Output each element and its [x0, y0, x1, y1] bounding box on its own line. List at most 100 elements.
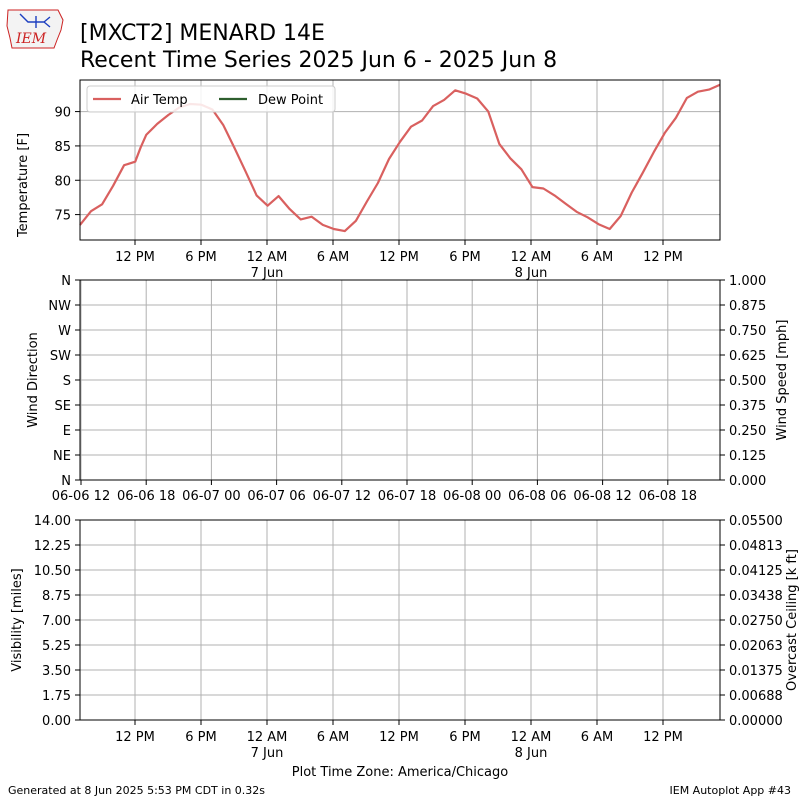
temperature-date-label: 8 Jun [515, 266, 548, 281]
temperature-x-ticks: 12 PM 6 PM 12 AM 6 AM 12 PM 6 PM 12 AM 6 AM 12 P… [115, 240, 683, 281]
temperature-x-tick-label: 12 PM [643, 250, 683, 265]
visibility-x-tick-label: 12 PM [379, 730, 419, 745]
wind-speed-axis-label: Wind Speed [mph] [775, 320, 790, 441]
visibility-tick-label: 10.50 [34, 564, 71, 579]
legend-air-temp-label: Air Temp [131, 93, 188, 108]
temperature-y-tick-label: 90 [54, 106, 71, 121]
wind-direction-axis-label: Wind Direction [26, 332, 41, 428]
temperature-x-tick-label: 6 PM [185, 250, 216, 265]
wind-x-tick-label: 06-07 12 [313, 489, 371, 504]
ceiling-axis-label: Overcast Ceiling [k ft] [785, 549, 800, 691]
temperature-x-tick-label: 6 AM [581, 250, 614, 265]
iem-logo: IEM [6, 9, 64, 49]
wind-x-tick-label: 06-08 18 [639, 489, 697, 504]
temperature-legend: Air Temp Dew Point [86, 85, 336, 113]
visibility-tick-label: 1.75 [42, 689, 71, 704]
wind-direction-tick-label: NE [53, 449, 71, 464]
visibility-axis-label: Visibility [miles] [10, 568, 25, 671]
chart-title-line2: Recent Time Series 2025 Jun 6 - 2025 Jun… [80, 48, 557, 73]
temperature-x-tick-label: 12 AM [511, 250, 552, 265]
wind-speed-tick-label: 0.125 [729, 449, 766, 464]
ceiling-tick-label: 0.05500 [729, 514, 783, 529]
visibility-x-tick-label: 12 AM [247, 730, 288, 745]
wind-speed-tick-label: 0.500 [729, 374, 766, 389]
chart-title-line1: [MXCT2] MENARD 14E [80, 21, 325, 46]
wind-speed-tick-label: 0.375 [729, 399, 766, 414]
temperature-y-tick-label: 85 [54, 140, 71, 155]
ceiling-tick-label: 0.03438 [729, 589, 783, 604]
temperature-y-axis-label: Temperature [F] [16, 133, 31, 238]
wind-panel: N NE E SE S SW W NW N 0.000 0.125 0.250 0.375 0.500 0… [26, 274, 790, 504]
legend-box [86, 85, 336, 113]
logo-text: IEM [15, 31, 47, 47]
visibility-x-tick-label: 12 AM [511, 730, 552, 745]
visibility-tick-label: 5.25 [42, 639, 71, 654]
wind-direction-tick-label: NW [48, 299, 71, 314]
wind-grid [80, 279, 720, 481]
visibility-y-ticks: 0.00 1.75 3.50 5.25 7.00 8.75 10.50 12.25 14.00 [34, 514, 80, 729]
visibility-x-tick-label: 6 PM [185, 730, 216, 745]
visibility-date-label: 7 Jun [251, 746, 284, 761]
wind-direction-tick-label: W [58, 324, 71, 339]
visibility-tick-label: 3.50 [42, 664, 71, 679]
wind-x-tick-label: 06-08 06 [508, 489, 566, 504]
ceiling-tick-label: 0.04125 [729, 564, 783, 579]
visibility-x-tick-label: 6 AM [581, 730, 614, 745]
wind-speed-tick-label: 1.000 [729, 274, 766, 289]
ceiling-tick-label: 0.00000 [729, 714, 783, 729]
wind-x-tick-label: 06-07 00 [182, 489, 240, 504]
ceiling-tick-label: 0.00688 [729, 689, 783, 704]
wind-x-tick-label: 06-07 18 [378, 489, 436, 504]
wind-speed-tick-label: 0.000 [729, 474, 766, 489]
temperature-y-ticks: 75 80 85 90 [54, 106, 80, 224]
ceiling-y2-ticks: 0.00000 0.00688 0.01375 0.02063 0.02750 0.034… [720, 514, 783, 729]
ceiling-tick-label: 0.04813 [729, 539, 783, 554]
ceiling-tick-label: 0.02063 [729, 639, 783, 654]
temperature-x-tick-label: 12 PM [115, 250, 155, 265]
wind-speed-y2-ticks: 0.000 0.125 0.250 0.375 0.500 0.625 0.750 0.875… [720, 274, 766, 489]
visibility-x-tick-label: 6 AM [317, 730, 350, 745]
temperature-x-tick-label: 12 AM [247, 250, 288, 265]
ceiling-tick-label: 0.01375 [729, 664, 783, 679]
iowa-state-outline-icon [6, 9, 64, 49]
temperature-y-tick-label: 80 [54, 174, 71, 189]
wind-speed-tick-label: 0.750 [729, 324, 766, 339]
wind-x-tick-label: 06-08 00 [443, 489, 501, 504]
wind-speed-tick-label: 0.250 [729, 424, 766, 439]
weather-station-icon [19, 13, 51, 28]
temperature-panel: 75 80 85 90 12 PM 6 PM 12 AM 6 AM 12 PM 6 PM 12 A… [16, 79, 721, 281]
wind-direction-tick-label: N [61, 274, 71, 289]
wind-x-ticks: 06-06 12 06-06 18 06-07 00 06-07 06 06-07 12… [52, 480, 697, 504]
visibility-grid [80, 519, 720, 721]
visibility-date-label: 8 Jun [515, 746, 548, 761]
visibility-x-tick-label: 6 PM [449, 730, 480, 745]
visibility-tick-label: 14.00 [34, 514, 71, 529]
ceiling-tick-label: 0.02750 [729, 614, 783, 629]
wind-direction-tick-label: N [61, 474, 71, 489]
wind-direction-tick-label: S [63, 374, 71, 389]
wind-direction-tick-label: SE [55, 399, 71, 414]
visibility-panel: 0.001.753.505.257.008.7510.5012.2514.00 … [10, 514, 800, 780]
temperature-x-tick-label: 6 AM [317, 250, 350, 265]
autoplot-app-label: IEM Autoplot App #43 [670, 784, 792, 797]
visibility-x-tick-label: 12 PM [643, 730, 683, 745]
temperature-date-label: 7 Jun [251, 266, 284, 281]
visibility-tick-label: 0.00 [42, 714, 71, 729]
temperature-x-tick-label: 6 PM [449, 250, 480, 265]
visibility-tick-label: 12.25 [34, 539, 71, 554]
generated-timestamp: Generated at 8 Jun 2025 5:53 PM CDT in 0… [8, 784, 265, 797]
wind-x-tick-label: 06-08 12 [573, 489, 631, 504]
wind-direction-tick-label: SW [50, 349, 71, 364]
wind-direction-y-ticks: N NE E SE S SW W NW N [48, 274, 80, 489]
visibility-x-ticks: 12 PM 6 PM 12 AM 6 AM 12 PM 6 PM 12 AM 6 AM 12 P… [115, 720, 683, 761]
wind-direction-tick-label: E [63, 424, 71, 439]
wind-x-tick-label: 06-07 06 [247, 489, 305, 504]
visibility-tick-label: 7.00 [42, 614, 71, 629]
wind-x-tick-label: 06-06 12 [52, 489, 110, 504]
visibility-x-tick-label: 12 PM [115, 730, 155, 745]
wind-speed-tick-label: 0.875 [729, 299, 766, 314]
temperature-y-tick-label: 75 [54, 209, 71, 224]
wind-x-tick-label: 06-06 18 [117, 489, 175, 504]
temperature-x-tick-label: 12 PM [379, 250, 419, 265]
